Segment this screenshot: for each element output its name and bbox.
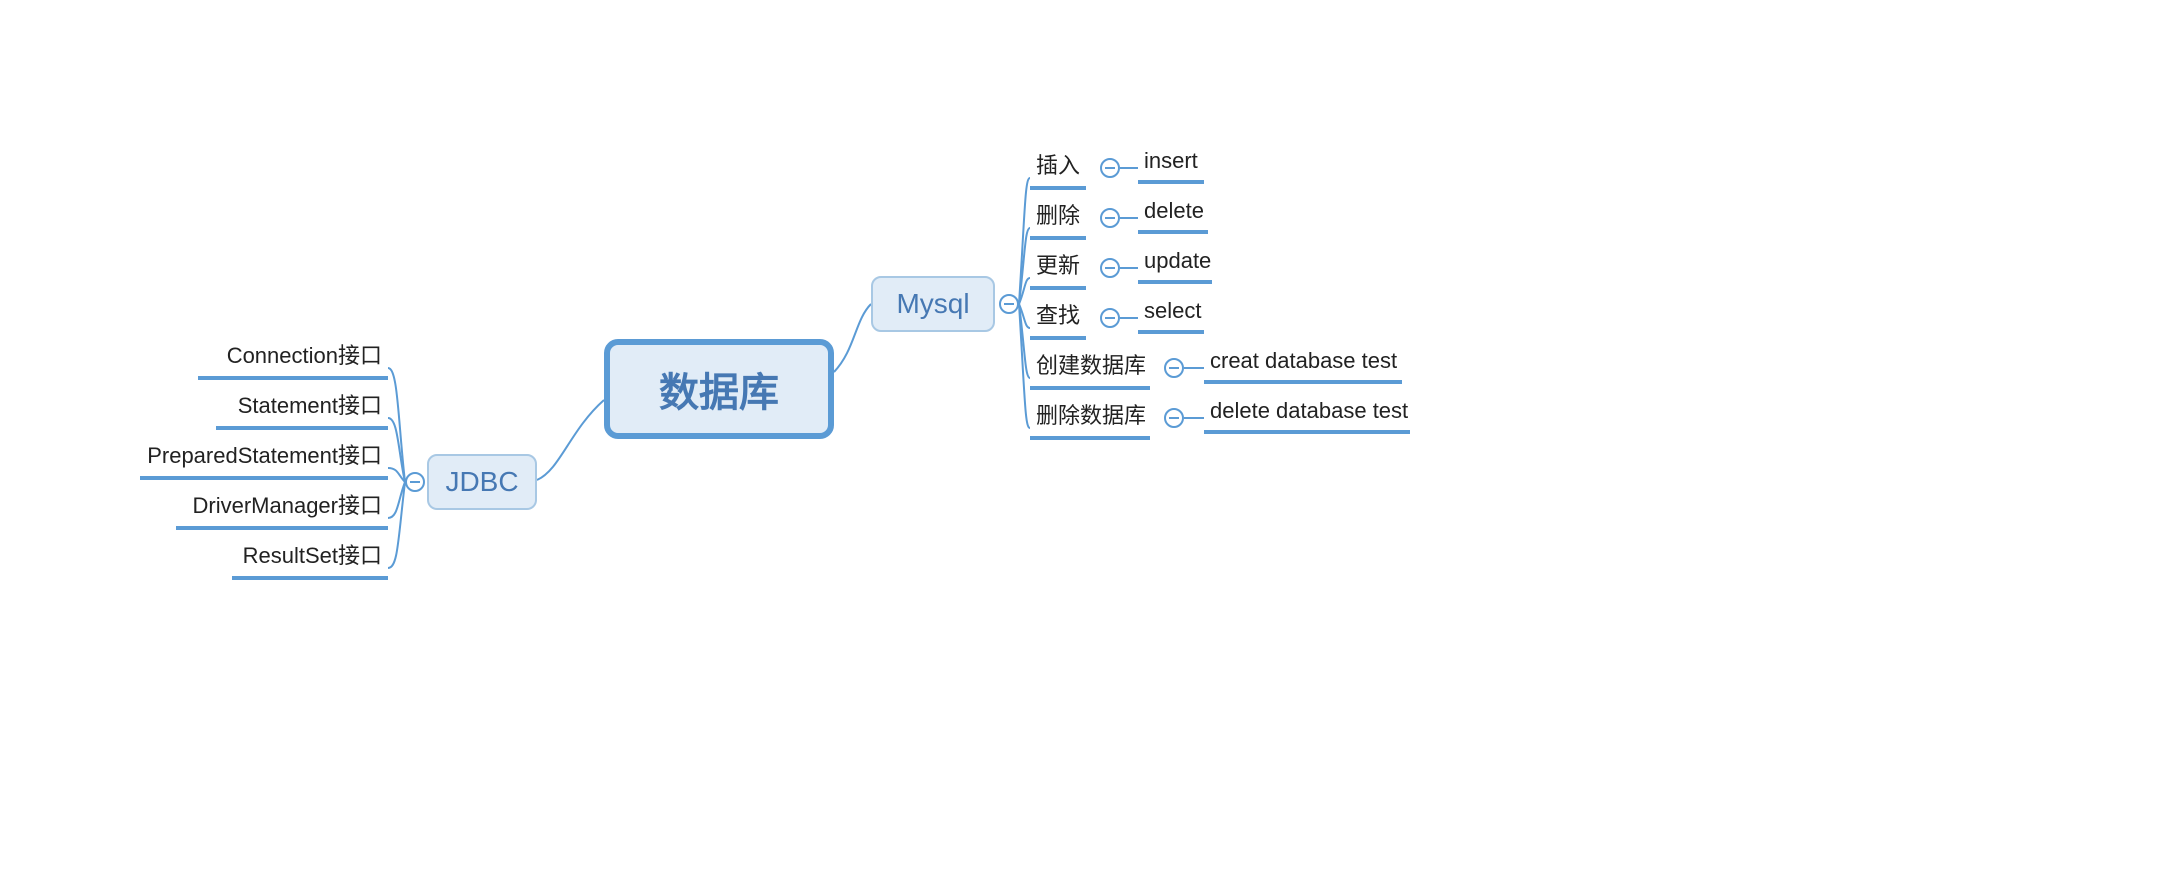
leaf-label: Connection接口 [227,338,382,370]
leaf-mysql-createdb-zh[interactable]: 创建数据库 [1030,348,1150,390]
branch-mysql[interactable]: Mysql [871,276,995,332]
branch-label: Mysql [896,288,969,320]
branch-jdbc[interactable]: JDBC [427,454,537,510]
leaf-jdbc-resultset[interactable]: ResultSet接口 [232,538,388,580]
leaf-label: insert [1144,148,1198,174]
leaf-jdbc-statement[interactable]: Statement接口 [216,388,388,430]
leaf-label: 更新 [1036,248,1080,280]
leaf-label: 查找 [1036,298,1080,330]
leaf-mysql-select-en[interactable]: select [1138,298,1204,334]
leaf-jdbc-preparedstatement[interactable]: PreparedStatement接口 [140,438,388,480]
leaf-label: 删除数据库 [1036,398,1146,430]
leaf-mysql-insert-en[interactable]: insert [1138,148,1204,184]
leaf-label: PreparedStatement接口 [147,438,382,470]
leaf-label: 删除 [1036,198,1080,230]
leaf-label: ResultSet接口 [243,538,382,570]
leaf-label: delete database test [1210,398,1408,424]
leaf-label: 插入 [1036,148,1080,180]
leaf-mysql-delete-zh[interactable]: 删除 [1030,198,1086,240]
leaf-mysql-insert-zh[interactable]: 插入 [1030,148,1086,190]
leaf-mysql-dropdb-en[interactable]: delete database test [1204,398,1410,434]
collapse-icon[interactable] [1100,158,1120,178]
collapse-icon[interactable] [405,472,425,492]
root-node[interactable]: 数据库 [604,339,834,439]
leaf-label: creat database test [1210,348,1397,374]
leaf-jdbc-drivermanager[interactable]: DriverManager接口 [176,488,388,530]
leaf-mysql-createdb-en[interactable]: creat database test [1204,348,1402,384]
leaf-label: DriverManager接口 [193,488,383,520]
leaf-mysql-update-zh[interactable]: 更新 [1030,248,1086,290]
collapse-icon[interactable] [1100,208,1120,228]
collapse-icon[interactable] [999,294,1019,314]
leaf-mysql-select-zh[interactable]: 查找 [1030,298,1086,340]
leaf-label: Statement接口 [238,388,382,420]
collapse-icon[interactable] [1100,308,1120,328]
leaf-label: select [1144,298,1201,324]
leaf-label: 创建数据库 [1036,348,1146,380]
collapse-icon[interactable] [1164,358,1184,378]
collapse-icon[interactable] [1164,408,1184,428]
leaf-mysql-delete-en[interactable]: delete [1138,198,1208,234]
leaf-label: update [1144,248,1211,274]
leaf-mysql-dropdb-zh[interactable]: 删除数据库 [1030,398,1150,440]
leaf-jdbc-connection[interactable]: Connection接口 [198,338,388,380]
leaf-label: delete [1144,198,1204,224]
branch-label: JDBC [445,466,518,498]
leaf-mysql-update-en[interactable]: update [1138,248,1212,284]
root-label: 数据库 [659,360,779,418]
collapse-icon[interactable] [1100,258,1120,278]
